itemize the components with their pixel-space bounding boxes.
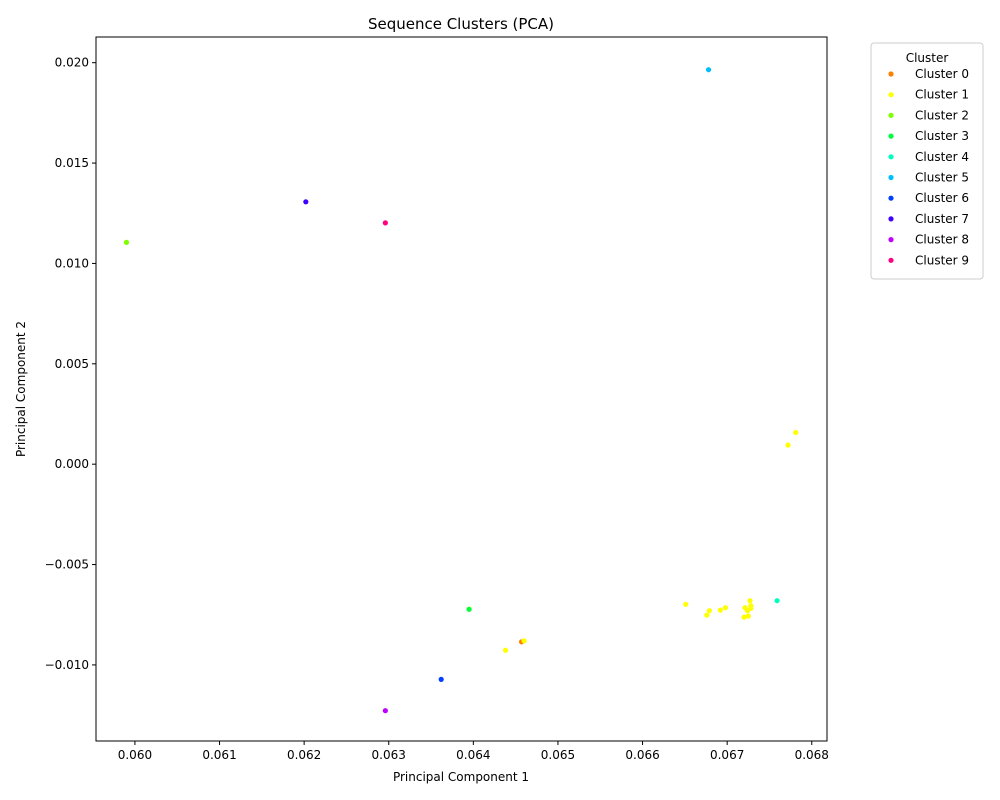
- x-tick-label: 0.066: [625, 748, 659, 762]
- legend-marker: [888, 92, 894, 98]
- legend-label: Cluster 6: [915, 191, 969, 205]
- x-axis: 0.060 0.061 0.062 0.063 0.064 0.065 0.066 0.067…: [118, 741, 829, 762]
- legend-marker: [888, 112, 894, 118]
- data-point: [683, 601, 689, 607]
- data-point: [303, 199, 309, 205]
- y-axis: −0.010 −0.005 0.000 0.005 0.010 0.015 0.020: [45, 56, 96, 672]
- x-tick-label: 0.068: [795, 748, 829, 762]
- data-point: [722, 605, 729, 611]
- legend-label: Cluster 8: [915, 233, 969, 247]
- data-point: [123, 239, 130, 245]
- data-point: [382, 220, 388, 226]
- data-point: [704, 612, 710, 618]
- x-tick-label: 0.060: [118, 748, 152, 762]
- legend-label: Cluster 3: [915, 129, 969, 143]
- data-point: [502, 647, 509, 653]
- x-tick-label: 0.061: [202, 748, 236, 762]
- legend-label: Cluster 4: [915, 150, 969, 164]
- x-tick-label: 0.067: [710, 748, 744, 762]
- y-tick-label: 0.010: [55, 256, 89, 270]
- legend-marker: [888, 133, 894, 139]
- series-cluster-1: [466, 429, 799, 653]
- data-point: [438, 676, 444, 682]
- series-cluster-7: [303, 199, 309, 205]
- legend-marker: [888, 195, 894, 201]
- data-point: [745, 613, 751, 619]
- x-tick-label: 0.065: [541, 748, 575, 762]
- series-cluster-8: [382, 708, 388, 714]
- legend-label: Cluster 7: [915, 212, 969, 226]
- data-point: [466, 606, 472, 612]
- legend-frame: [870, 42, 984, 280]
- legend-label: Cluster 5: [915, 171, 969, 185]
- chart-title: Sequence Clusters (PCA): [368, 15, 554, 33]
- data-point: [521, 638, 527, 644]
- y-tick-label: −0.010: [45, 658, 89, 672]
- legend-marker: [888, 257, 894, 263]
- data-point: [793, 429, 799, 436]
- series-cluster-6: [438, 676, 444, 682]
- legend-marker: [888, 154, 894, 160]
- y-tick-label: 0.015: [55, 156, 89, 170]
- data-point: [706, 608, 712, 614]
- legend-label: Cluster 2: [915, 108, 969, 122]
- legend-label: Cluster 9: [915, 253, 969, 267]
- legend-title: Cluster: [906, 51, 949, 65]
- x-tick-label: 0.063: [372, 748, 406, 762]
- y-tick-label: 0.000: [55, 457, 89, 471]
- data-point: [785, 442, 791, 448]
- x-axis-label: Principal Component 1: [393, 770, 529, 784]
- legend-label: Cluster 1: [915, 88, 969, 102]
- legend-marker: [888, 237, 894, 243]
- series-cluster-9: [382, 220, 388, 226]
- data-point: [717, 607, 723, 613]
- series-cluster-4: [774, 598, 780, 604]
- legend-label: Cluster 0: [915, 67, 969, 81]
- legend-items: Cluster 0 Cluster 1 Cluster 2 Cluster 3 Clus…: [888, 67, 969, 267]
- y-axis-label: Principal Component 2: [14, 321, 28, 457]
- y-tick-label: 0.020: [55, 56, 89, 70]
- x-tick-label: 0.064: [456, 748, 490, 762]
- plot-area: [123, 67, 799, 714]
- data-point: [705, 67, 712, 73]
- legend-marker: [888, 216, 894, 222]
- x-tick-label: 0.062: [287, 748, 321, 762]
- legend-marker: [888, 71, 894, 77]
- legend-marker: [888, 174, 894, 181]
- series-cluster-3: [466, 606, 472, 612]
- data-point: [774, 598, 780, 604]
- series-cluster-2: [123, 239, 130, 245]
- data-point: [747, 598, 753, 604]
- plot-frame: [95, 36, 828, 742]
- series-cluster-5: [705, 67, 712, 73]
- data-point: [744, 608, 751, 614]
- y-tick-label: 0.005: [55, 357, 89, 371]
- data-point: [382, 708, 388, 714]
- y-tick-label: −0.005: [45, 558, 89, 572]
- data-point: [741, 614, 747, 620]
